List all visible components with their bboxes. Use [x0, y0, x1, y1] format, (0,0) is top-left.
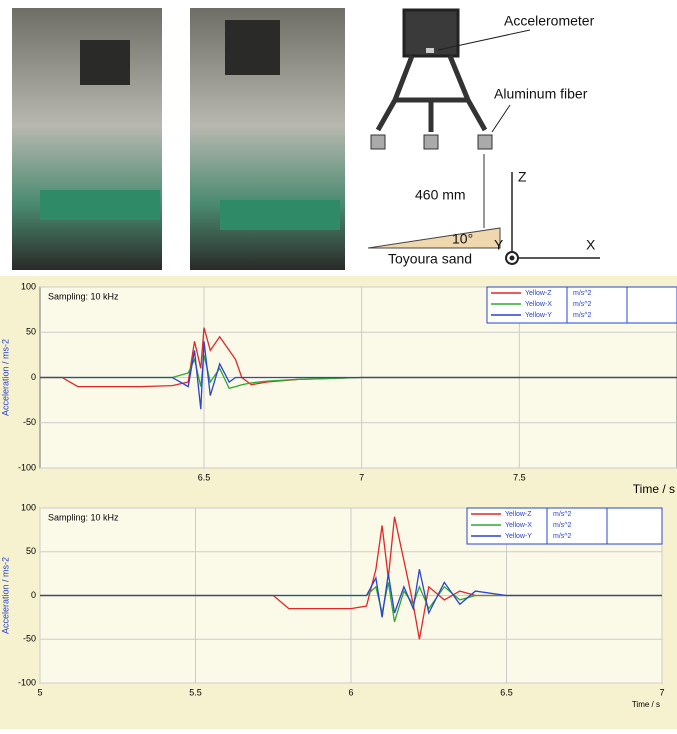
diagram	[368, 10, 600, 264]
pointer	[492, 105, 510, 132]
foot	[371, 135, 385, 149]
y-axis-label: Acceleration / ms-2	[0, 557, 10, 634]
y-axis-label: Acceleration / ms-2	[0, 339, 10, 416]
label: 10°	[452, 231, 473, 247]
sand	[368, 228, 500, 248]
legend-unit: m/s^2	[573, 290, 592, 297]
sensor	[426, 48, 434, 53]
label: 460 mm	[415, 187, 466, 203]
legend-unit: m/s^2	[553, 511, 572, 518]
legend-label: Yellow-X	[505, 522, 532, 529]
x-tick-label: 5.5	[189, 687, 202, 697]
y-tick-label: 100	[21, 502, 36, 512]
figure: Accelerometer Aluminum fiber 460 mm 10° …	[0, 0, 677, 729]
x-axis-label: Time / s	[633, 482, 675, 496]
legend-label: Yellow-Z	[525, 290, 552, 297]
photos	[12, 8, 345, 270]
label: Z	[518, 169, 527, 185]
y-tick-label: -50	[23, 634, 36, 644]
x-tick-label: 6	[348, 687, 353, 697]
x-tick-label: 7.5	[513, 472, 526, 482]
legend-unit: m/s^2	[573, 301, 592, 308]
label: Aluminum fiber	[494, 86, 588, 102]
legend-label: Yellow-Y	[525, 312, 552, 319]
y-axis-dot	[510, 256, 515, 261]
annotation: Sampling: 10 kHz	[48, 291, 119, 301]
photo-detail	[80, 40, 130, 85]
x-tick-label: 7	[659, 687, 664, 697]
annotation: Sampling: 10 kHz	[48, 512, 119, 522]
y-tick-label: 50	[26, 327, 36, 337]
y-tick-label: 0	[31, 590, 36, 600]
foot	[478, 135, 492, 149]
label: Y	[494, 237, 504, 253]
label: X	[586, 237, 596, 253]
legs	[378, 56, 485, 132]
y-tick-label: -50	[23, 417, 36, 427]
legend-unit: m/s^2	[573, 312, 592, 319]
legend-unit: m/s^2	[553, 533, 572, 540]
x-axis-label: Time / s	[632, 700, 660, 709]
x-tick-label: 5	[37, 687, 42, 697]
y-tick-label: 0	[31, 372, 36, 382]
y-tick-label: 50	[26, 546, 36, 556]
y-tick-label: -100	[18, 462, 36, 472]
legend-label: Yellow-X	[525, 301, 552, 308]
x-tick-label: 7	[359, 472, 364, 482]
photo-detail	[220, 200, 340, 230]
legend-unit: m/s^2	[553, 522, 572, 529]
x-tick-label: 6.5	[500, 687, 513, 697]
foot	[424, 135, 438, 149]
label: Accelerometer	[504, 13, 595, 29]
photo-detail	[40, 190, 160, 220]
y-tick-label: 100	[21, 281, 36, 291]
photo-detail	[225, 20, 280, 75]
y-tick-label: -100	[18, 677, 36, 687]
legend-label: Yellow-Z	[505, 511, 532, 518]
label: Toyoura sand	[388, 251, 472, 267]
x-tick-label: 6.5	[198, 472, 211, 482]
legend-label: Yellow-Y	[505, 533, 532, 540]
